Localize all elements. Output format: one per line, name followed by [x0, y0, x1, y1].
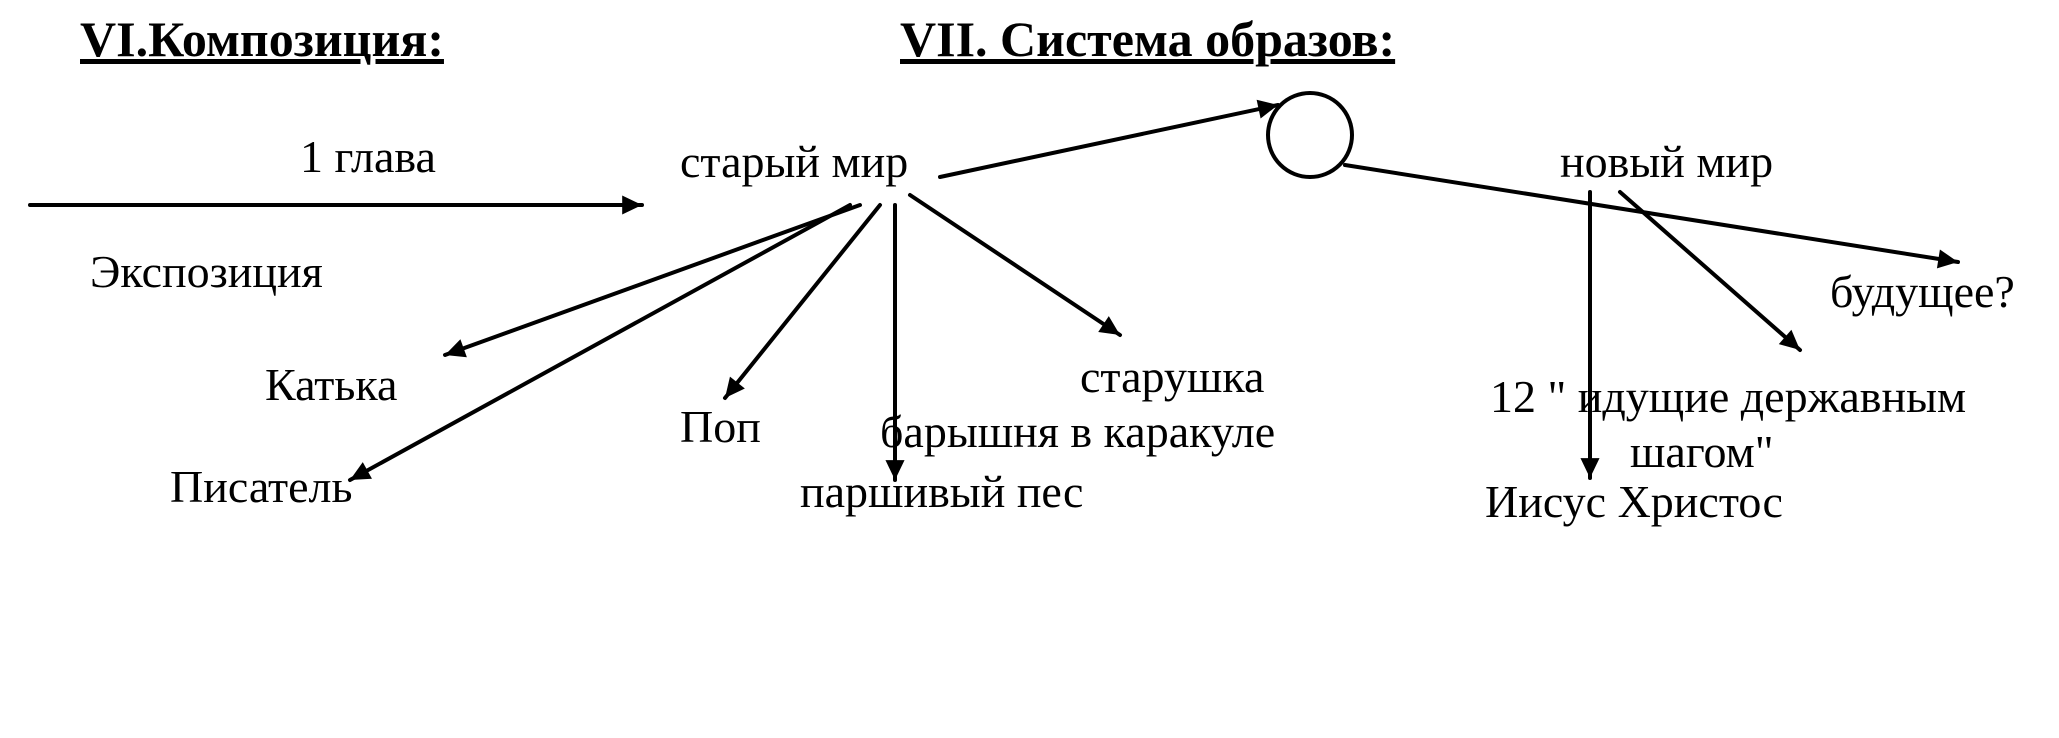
heading-composition: VI.Композиция: [80, 10, 444, 68]
label-dog: паршивый пес [800, 465, 1083, 518]
label-old-woman: старушка [1080, 350, 1264, 403]
label-katka: Катька [265, 358, 397, 411]
label-lady: барышня в каракуле [880, 405, 1275, 458]
label-twelve-line2: шагом" [1630, 425, 1774, 478]
label-chapter: 1 глава [300, 130, 436, 183]
label-writer: Писатель [170, 460, 353, 513]
label-exposition: Экспозиция [90, 245, 323, 298]
label-new-world: новый мир [1560, 135, 1773, 188]
label-old-world: старый мир [680, 135, 908, 188]
label-future: будущее? [1830, 265, 2015, 318]
label-pop: Поп [680, 400, 761, 453]
label-twelve-line1: 12 " идущие державным [1490, 370, 1966, 423]
label-jesus: Иисус Христос [1485, 475, 1783, 528]
diagram-stage: VI.Композиция: VII. Система образов: 1 г… [0, 0, 2059, 738]
heading-system-of-images: VII. Система образов: [900, 10, 1395, 68]
